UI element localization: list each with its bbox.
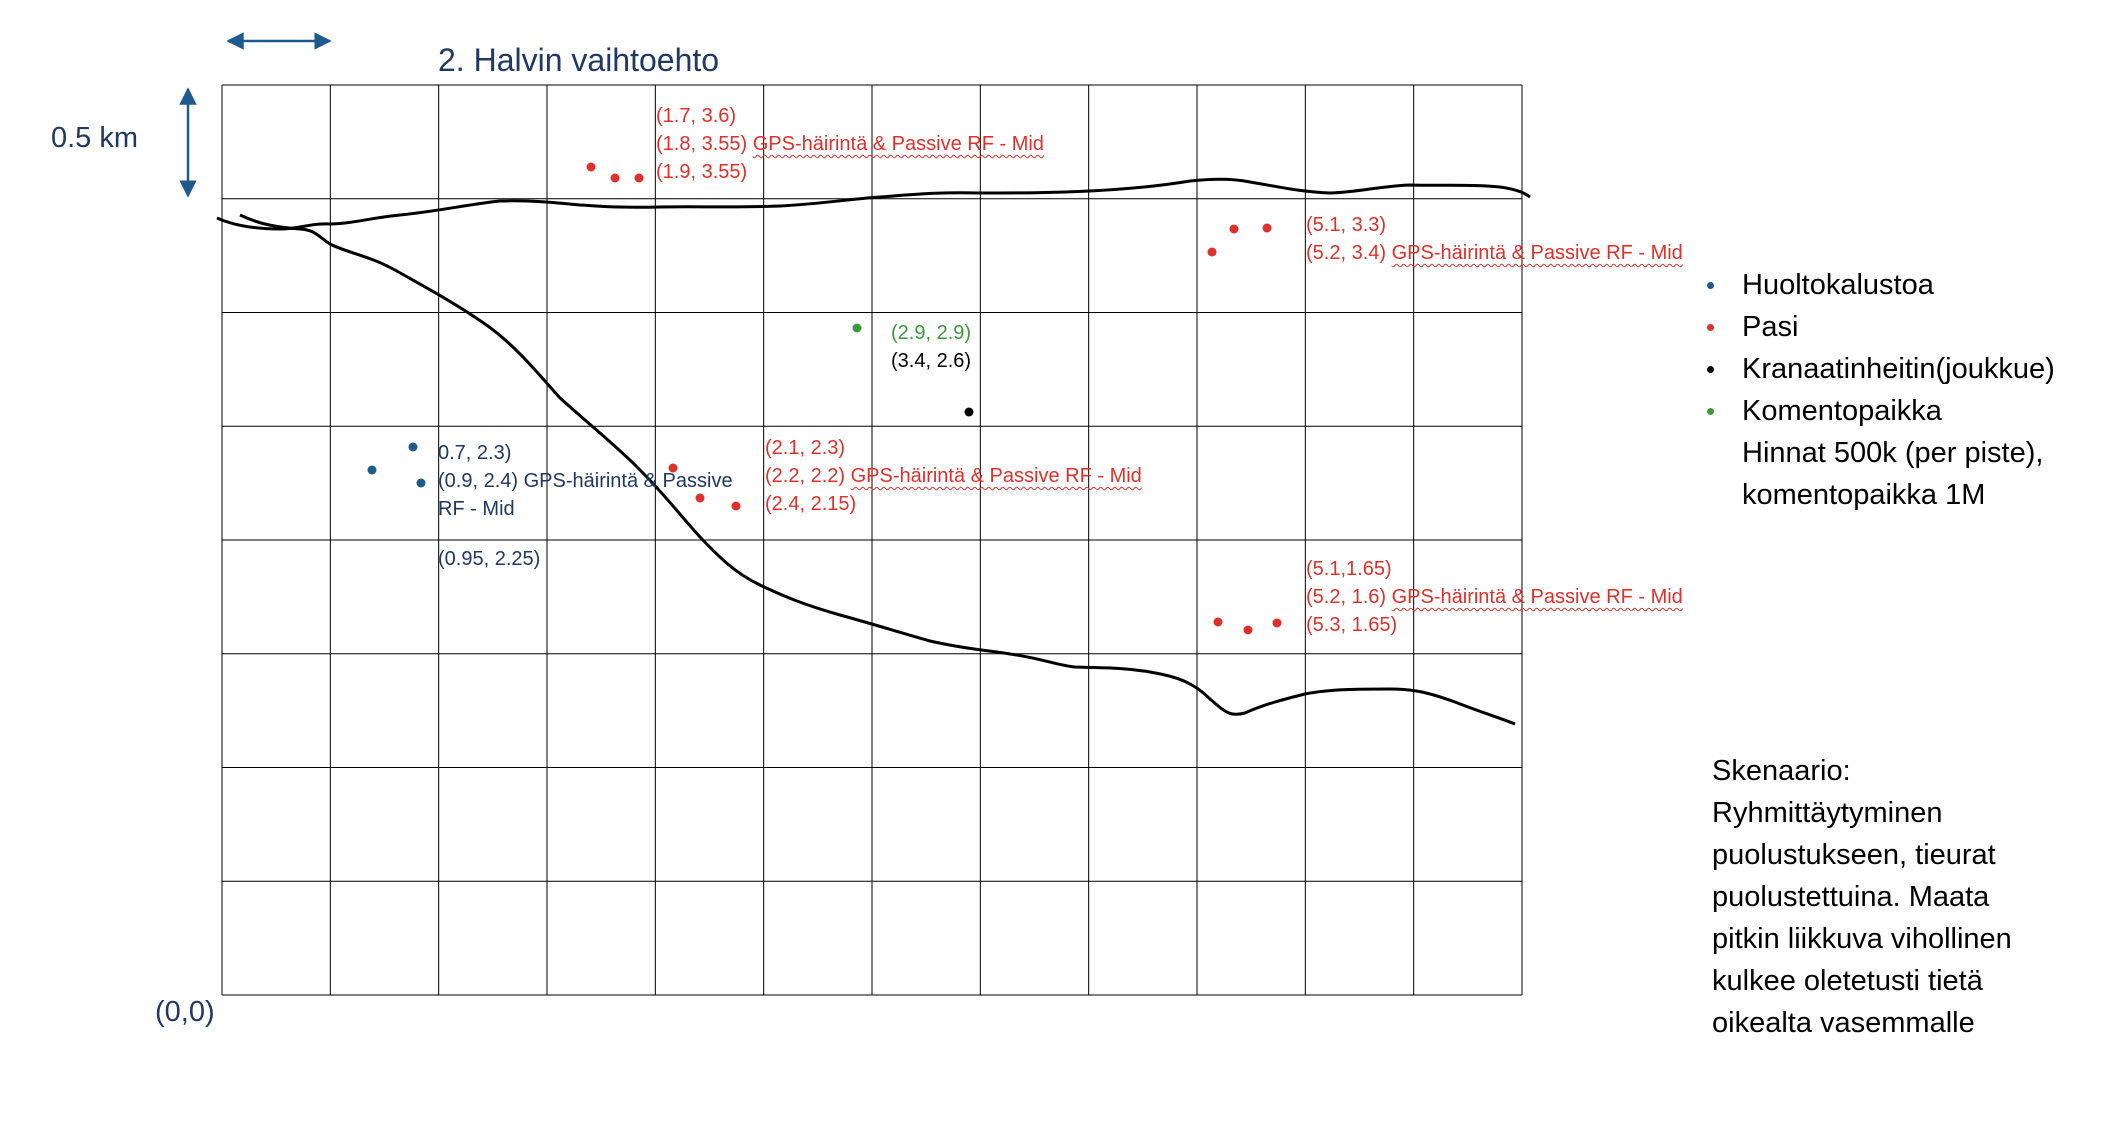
pasi-marker xyxy=(586,162,596,172)
pasi-marker xyxy=(1229,224,1239,234)
coordinate-label: (1.7, 3.6) xyxy=(656,105,737,127)
pasi-marker xyxy=(695,493,705,503)
pasi-marker xyxy=(634,173,644,183)
annotation-left: 0.7, 2.3) (0.9, 2.4) GPS-häirintä & Pass… xyxy=(438,439,733,523)
scenario-line: puolustettuina. Maata xyxy=(1712,881,1990,913)
marker-layer xyxy=(367,162,1282,635)
legend-label: Kranaatinheitin(joukkue) xyxy=(1742,353,2055,385)
sensor-label: GPS-häirintä & Passive xyxy=(523,470,733,492)
bullet-icon xyxy=(1707,408,1714,415)
pasi-marker xyxy=(1243,625,1253,635)
sensor-label: GPS-häirintä & Passive RF - Mid xyxy=(752,133,1044,155)
annotation-command: (2.9, 2.9) (3.4, 2.6) xyxy=(891,319,971,375)
scenario-line: puolustukseen, tieurat xyxy=(1712,839,1996,871)
sensor-label: GPS-häirintä & Passive RF - Mid xyxy=(1391,242,1683,264)
coordinate-label: (2.9, 2.9) xyxy=(891,322,972,344)
legend-label: Komentopaikka xyxy=(1742,395,1942,427)
pasi-marker xyxy=(1213,617,1223,627)
sensor-label: GPS-häirintä & Passive RF - Mid xyxy=(850,465,1142,487)
annotation-right-bottom: (5.1,1.65) (5.2, 1.6) GPS-häirintä & Pas… xyxy=(1306,555,1683,639)
pasi-marker xyxy=(668,463,678,473)
scenario-line: oikealta vasemmalle xyxy=(1712,1007,1975,1039)
pasi-marker xyxy=(731,501,741,511)
sensor-label: GPS-häirintä & Passive RF - Mid xyxy=(1391,586,1683,608)
coordinate-label: (5.1,1.65) xyxy=(1306,558,1392,580)
scenario-line: pitkin liikkuva vihollinen xyxy=(1712,923,2012,955)
scenario-line: Skenaario: xyxy=(1712,755,1851,787)
coordinate-label: (2.1, 2.3) xyxy=(765,437,846,459)
pasi-marker xyxy=(610,173,620,183)
scenario-line: kulkee oletetusti tietä xyxy=(1712,965,1983,997)
coordinate-row: (5.2, 1.6) GPS-häirintä & Passive RF - M… xyxy=(1306,583,1683,611)
coordinate-label: (5.2, 1.6) xyxy=(1306,586,1387,608)
annotation-middle: (2.1, 2.3) (2.2, 2.2) GPS-häirintä & Pas… xyxy=(765,434,1142,518)
coordinate-label: (3.4, 2.6) xyxy=(891,350,972,372)
huoltokalustoa-marker xyxy=(367,465,377,475)
annotation-right-top: (5.1, 3.3) (5.2, 3.4) GPS-häirintä & Pas… xyxy=(1306,211,1683,267)
scale-label: 0.5 km xyxy=(51,122,139,154)
komentopaikka-marker xyxy=(852,323,862,333)
legend-note: Hinnat 500k (per piste), xyxy=(1742,437,2044,469)
coordinate-label: (2.2, 2.2) xyxy=(765,465,846,487)
pasi-marker xyxy=(1262,223,1272,233)
coordinate-label: (0.95, 2.25) xyxy=(438,548,541,570)
coordinate-row: (0.9, 2.4) GPS-häirintä & Passive xyxy=(438,467,733,495)
coordinate-label: (2.4, 2.15) xyxy=(765,493,857,515)
scenario-line: Ryhmittäytyminen xyxy=(1712,797,1943,829)
legend-label: Huoltokalustoa xyxy=(1742,269,1934,301)
map-grid xyxy=(221,84,1523,996)
pasi-marker xyxy=(1272,618,1282,628)
bullet-icon xyxy=(1707,282,1714,289)
huoltokalustoa-marker xyxy=(416,478,426,488)
coordinate-label: (5.1, 3.3) xyxy=(1306,214,1387,236)
coordinate-row: (1.8, 3.55) GPS-häirintä & Passive RF - … xyxy=(656,130,1044,158)
annotation-left-extra: (0.95, 2.25) xyxy=(438,545,540,573)
sensor-label-continued: RF - Mid xyxy=(438,498,515,520)
pasi-marker xyxy=(1207,247,1217,257)
coordinate-label: (5.2, 3.4) xyxy=(1306,242,1387,264)
coordinate-row: (5.2, 3.4) GPS-häirintä & Passive RF - M… xyxy=(1306,239,1683,267)
bullet-icon xyxy=(1707,324,1714,331)
annotation-top: (1.7, 3.6) (1.8, 3.55) GPS-häirintä & Pa… xyxy=(656,102,1044,186)
coordinate-label: 0.7, 2.3) xyxy=(438,442,512,464)
legend-label: Pasi xyxy=(1742,311,1799,343)
huoltokalustoa-marker xyxy=(408,442,418,452)
origin-label: (0,0) xyxy=(155,996,215,1028)
coordinate-label: (0.9, 2.4) xyxy=(438,470,519,492)
coordinate-label: (1.9, 3.55) xyxy=(656,161,748,183)
coordinate-label: (1.8, 3.55) xyxy=(656,133,748,155)
lower-road xyxy=(239,213,1516,726)
coordinate-row: (2.2, 2.2) GPS-häirintä & Passive RF - M… xyxy=(765,462,1142,490)
kranaatinheitin-marker xyxy=(964,407,974,417)
scenario-text: Skenaario: Ryhmittäytyminen puolustuksee… xyxy=(1712,750,2112,1044)
coordinate-label: (5.3, 1.65) xyxy=(1306,614,1398,636)
legend-note: komentopaikka 1M xyxy=(1742,479,1986,511)
bullet-icon xyxy=(1707,366,1714,373)
page-title: 2. Halvin vaihtoehto xyxy=(438,42,720,78)
upper-road xyxy=(216,177,1531,231)
